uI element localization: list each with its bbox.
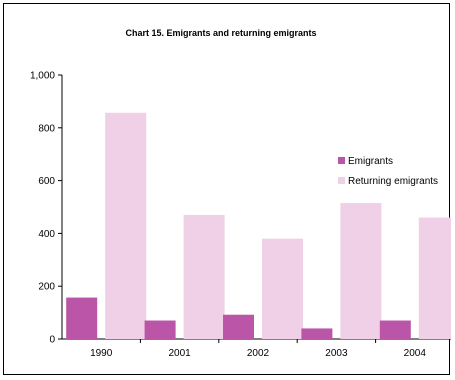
bar-emigrants-2002 <box>223 314 254 339</box>
plot-area: 0 200 400 600 800 1,000 1990 2001 2002 2003 2004 <box>30 71 451 359</box>
chart-frame: Chart 15. Emigrants and returning emigra… <box>3 3 451 375</box>
bar-returning-emigrants-2003 <box>340 203 382 339</box>
bar-emigrants-2004 <box>379 320 411 339</box>
legend-swatch-0 <box>338 157 345 164</box>
bar-returning-emigrants-1990 <box>105 112 147 339</box>
legend: Emigrants Returning emigrants <box>338 156 438 187</box>
y-tick-label: 1,000 <box>30 71 55 82</box>
x-tick-label: 2004 <box>404 348 427 359</box>
bar-chart: Chart 15. Emigrants and returning emigra… <box>30 28 451 359</box>
bar-returning-emigrants-2004 <box>418 217 451 339</box>
legend-label-0: Emigrants <box>348 156 393 167</box>
bar-emigrants-1990 <box>66 297 98 339</box>
y-tick-label: 0 <box>49 335 55 346</box>
y-tick-label: 800 <box>38 123 55 134</box>
y-tick-label: 600 <box>38 176 55 187</box>
bar-returning-emigrants-2002 <box>262 238 303 339</box>
x-tick-label: 2001 <box>168 348 191 359</box>
x-tick-label: 1990 <box>90 348 113 359</box>
chart-title: Chart 15. Emigrants and returning emigra… <box>125 28 316 38</box>
legend-label-1: Returning emigrants <box>348 176 438 187</box>
bar-emigrants-2003 <box>301 328 333 339</box>
x-tick-label: 2002 <box>247 348 270 359</box>
x-tick-label: 2003 <box>325 348 348 359</box>
y-tick-label: 200 <box>38 282 55 293</box>
legend-swatch-1 <box>338 177 345 184</box>
bar-emigrants-2001 <box>144 320 176 339</box>
bar-returning-emigrants-2001 <box>183 214 225 339</box>
y-tick-label: 400 <box>38 229 55 240</box>
